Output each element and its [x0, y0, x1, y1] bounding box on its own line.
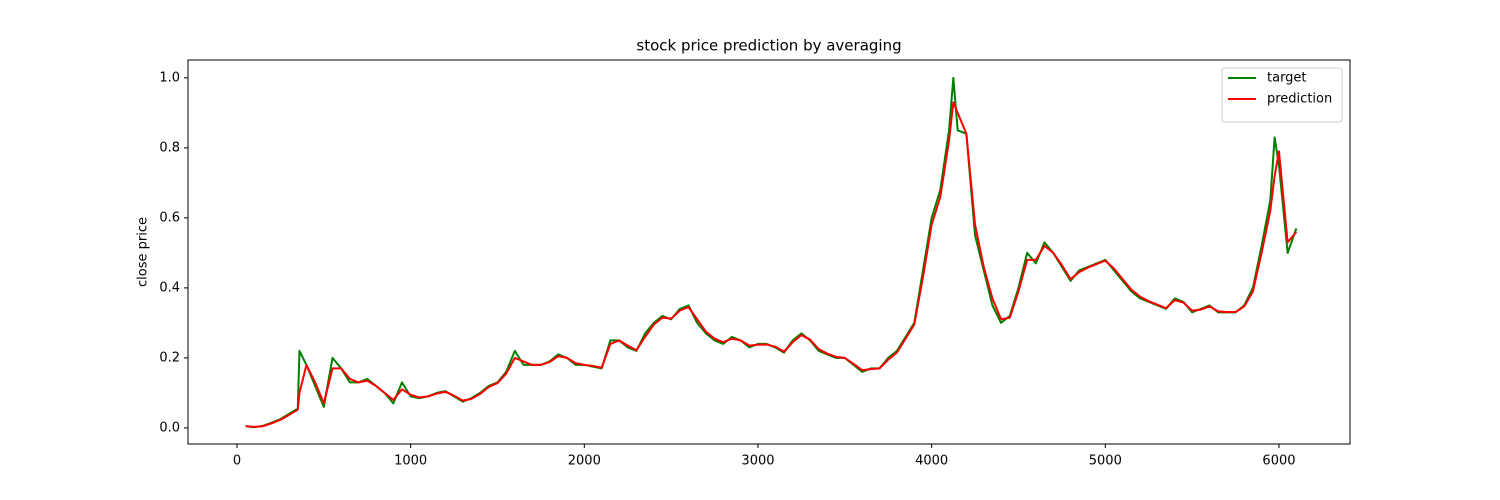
y-tick-label: 0.4 — [159, 280, 180, 295]
y-tick-label: 0.8 — [159, 140, 180, 155]
x-tick-label: 0 — [233, 454, 241, 469]
x-tick-label: 4000 — [915, 454, 948, 469]
legend-box — [1221, 67, 1343, 123]
y-tick-label: 0.6 — [159, 210, 180, 225]
legend-label: prediction — [1267, 92, 1332, 107]
axes-frame — [187, 59, 1351, 445]
x-tick-label: 2000 — [568, 454, 601, 469]
y-axis-label: close price — [136, 217, 151, 287]
legend: target prediction — [1221, 67, 1343, 123]
x-tick-label: 1000 — [394, 454, 427, 469]
y-tick-label: 0.2 — [159, 350, 180, 365]
data-line — [245, 101, 1298, 428]
x-tick-label: 6000 — [1262, 454, 1295, 469]
chart-title: stock price prediction by averaging — [636, 37, 901, 55]
y-tick-label: 0.0 — [159, 420, 180, 435]
plot-area — [245, 76, 1298, 429]
x-tick-label: 5000 — [1089, 454, 1122, 469]
legend-label: target — [1267, 71, 1307, 86]
y-tick-label: 1.0 — [159, 70, 180, 85]
x-tick-label: 3000 — [741, 454, 774, 469]
